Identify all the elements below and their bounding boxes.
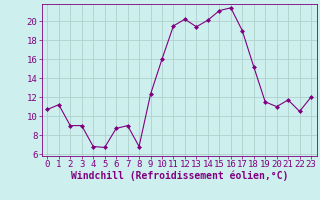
X-axis label: Windchill (Refroidissement éolien,°C): Windchill (Refroidissement éolien,°C) [70, 171, 288, 181]
